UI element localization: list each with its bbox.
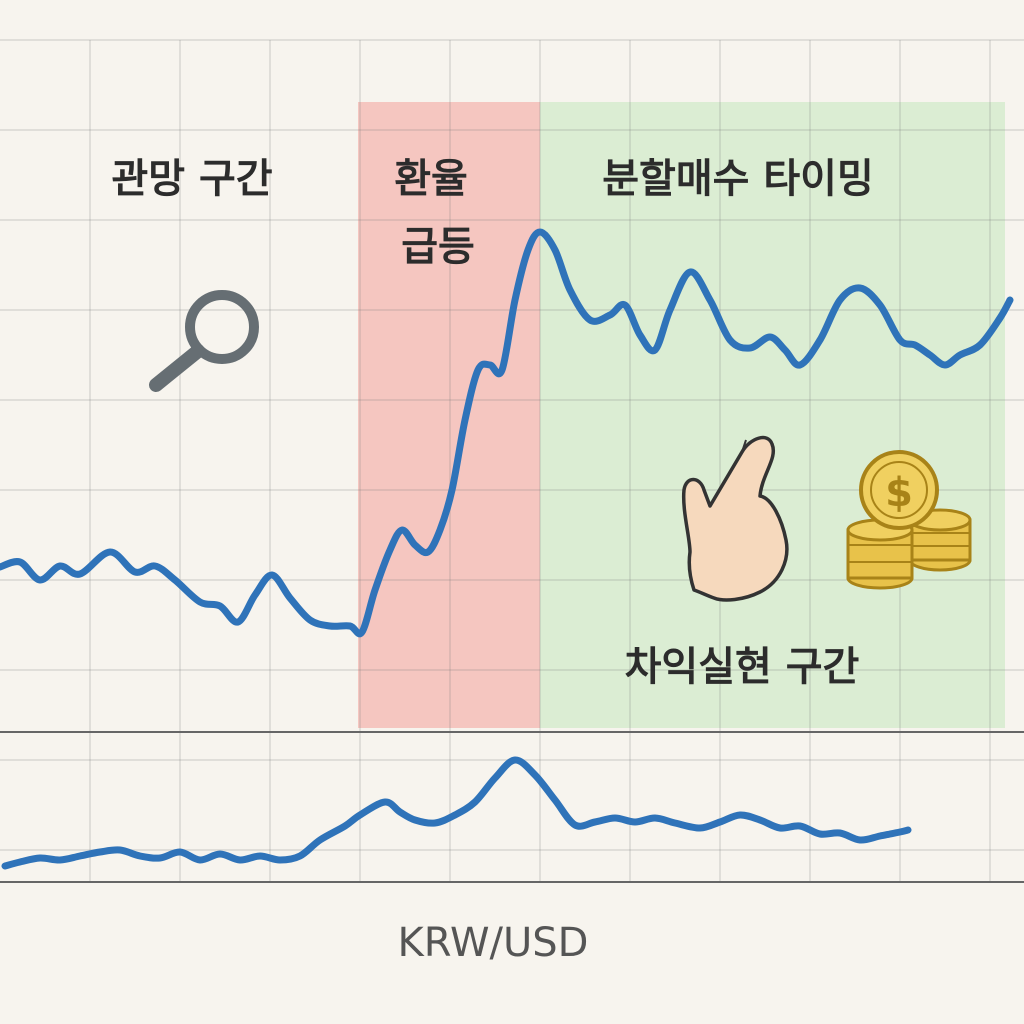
grid-layer (0, 39, 1024, 882)
magnifier-icon (149, 290, 259, 392)
zone-label-surge: 환율 급등 (394, 156, 482, 270)
zone-background-0 (0, 102, 358, 728)
series-line-main (0, 228, 1014, 638)
x-axis-label: KRW/USD (398, 920, 589, 966)
zones-layer (0, 102, 1005, 728)
panel-separators (0, 731, 1024, 883)
svg-text:$: $ (885, 470, 913, 516)
annotation-profit-taking: 차익실현 구간 (625, 644, 860, 690)
series-layer (0, 228, 1014, 870)
zone-background-1 (358, 102, 540, 728)
zone-background-2 (540, 102, 1005, 728)
zone-label-buy: 분할매수 타이밍 (602, 156, 874, 202)
coin-stack-icon: $ (846, 450, 972, 590)
pointing-hand-icon (681, 435, 789, 602)
series-line-lower (1, 756, 912, 870)
zone-label-watch: 관망 구간 (111, 156, 272, 202)
